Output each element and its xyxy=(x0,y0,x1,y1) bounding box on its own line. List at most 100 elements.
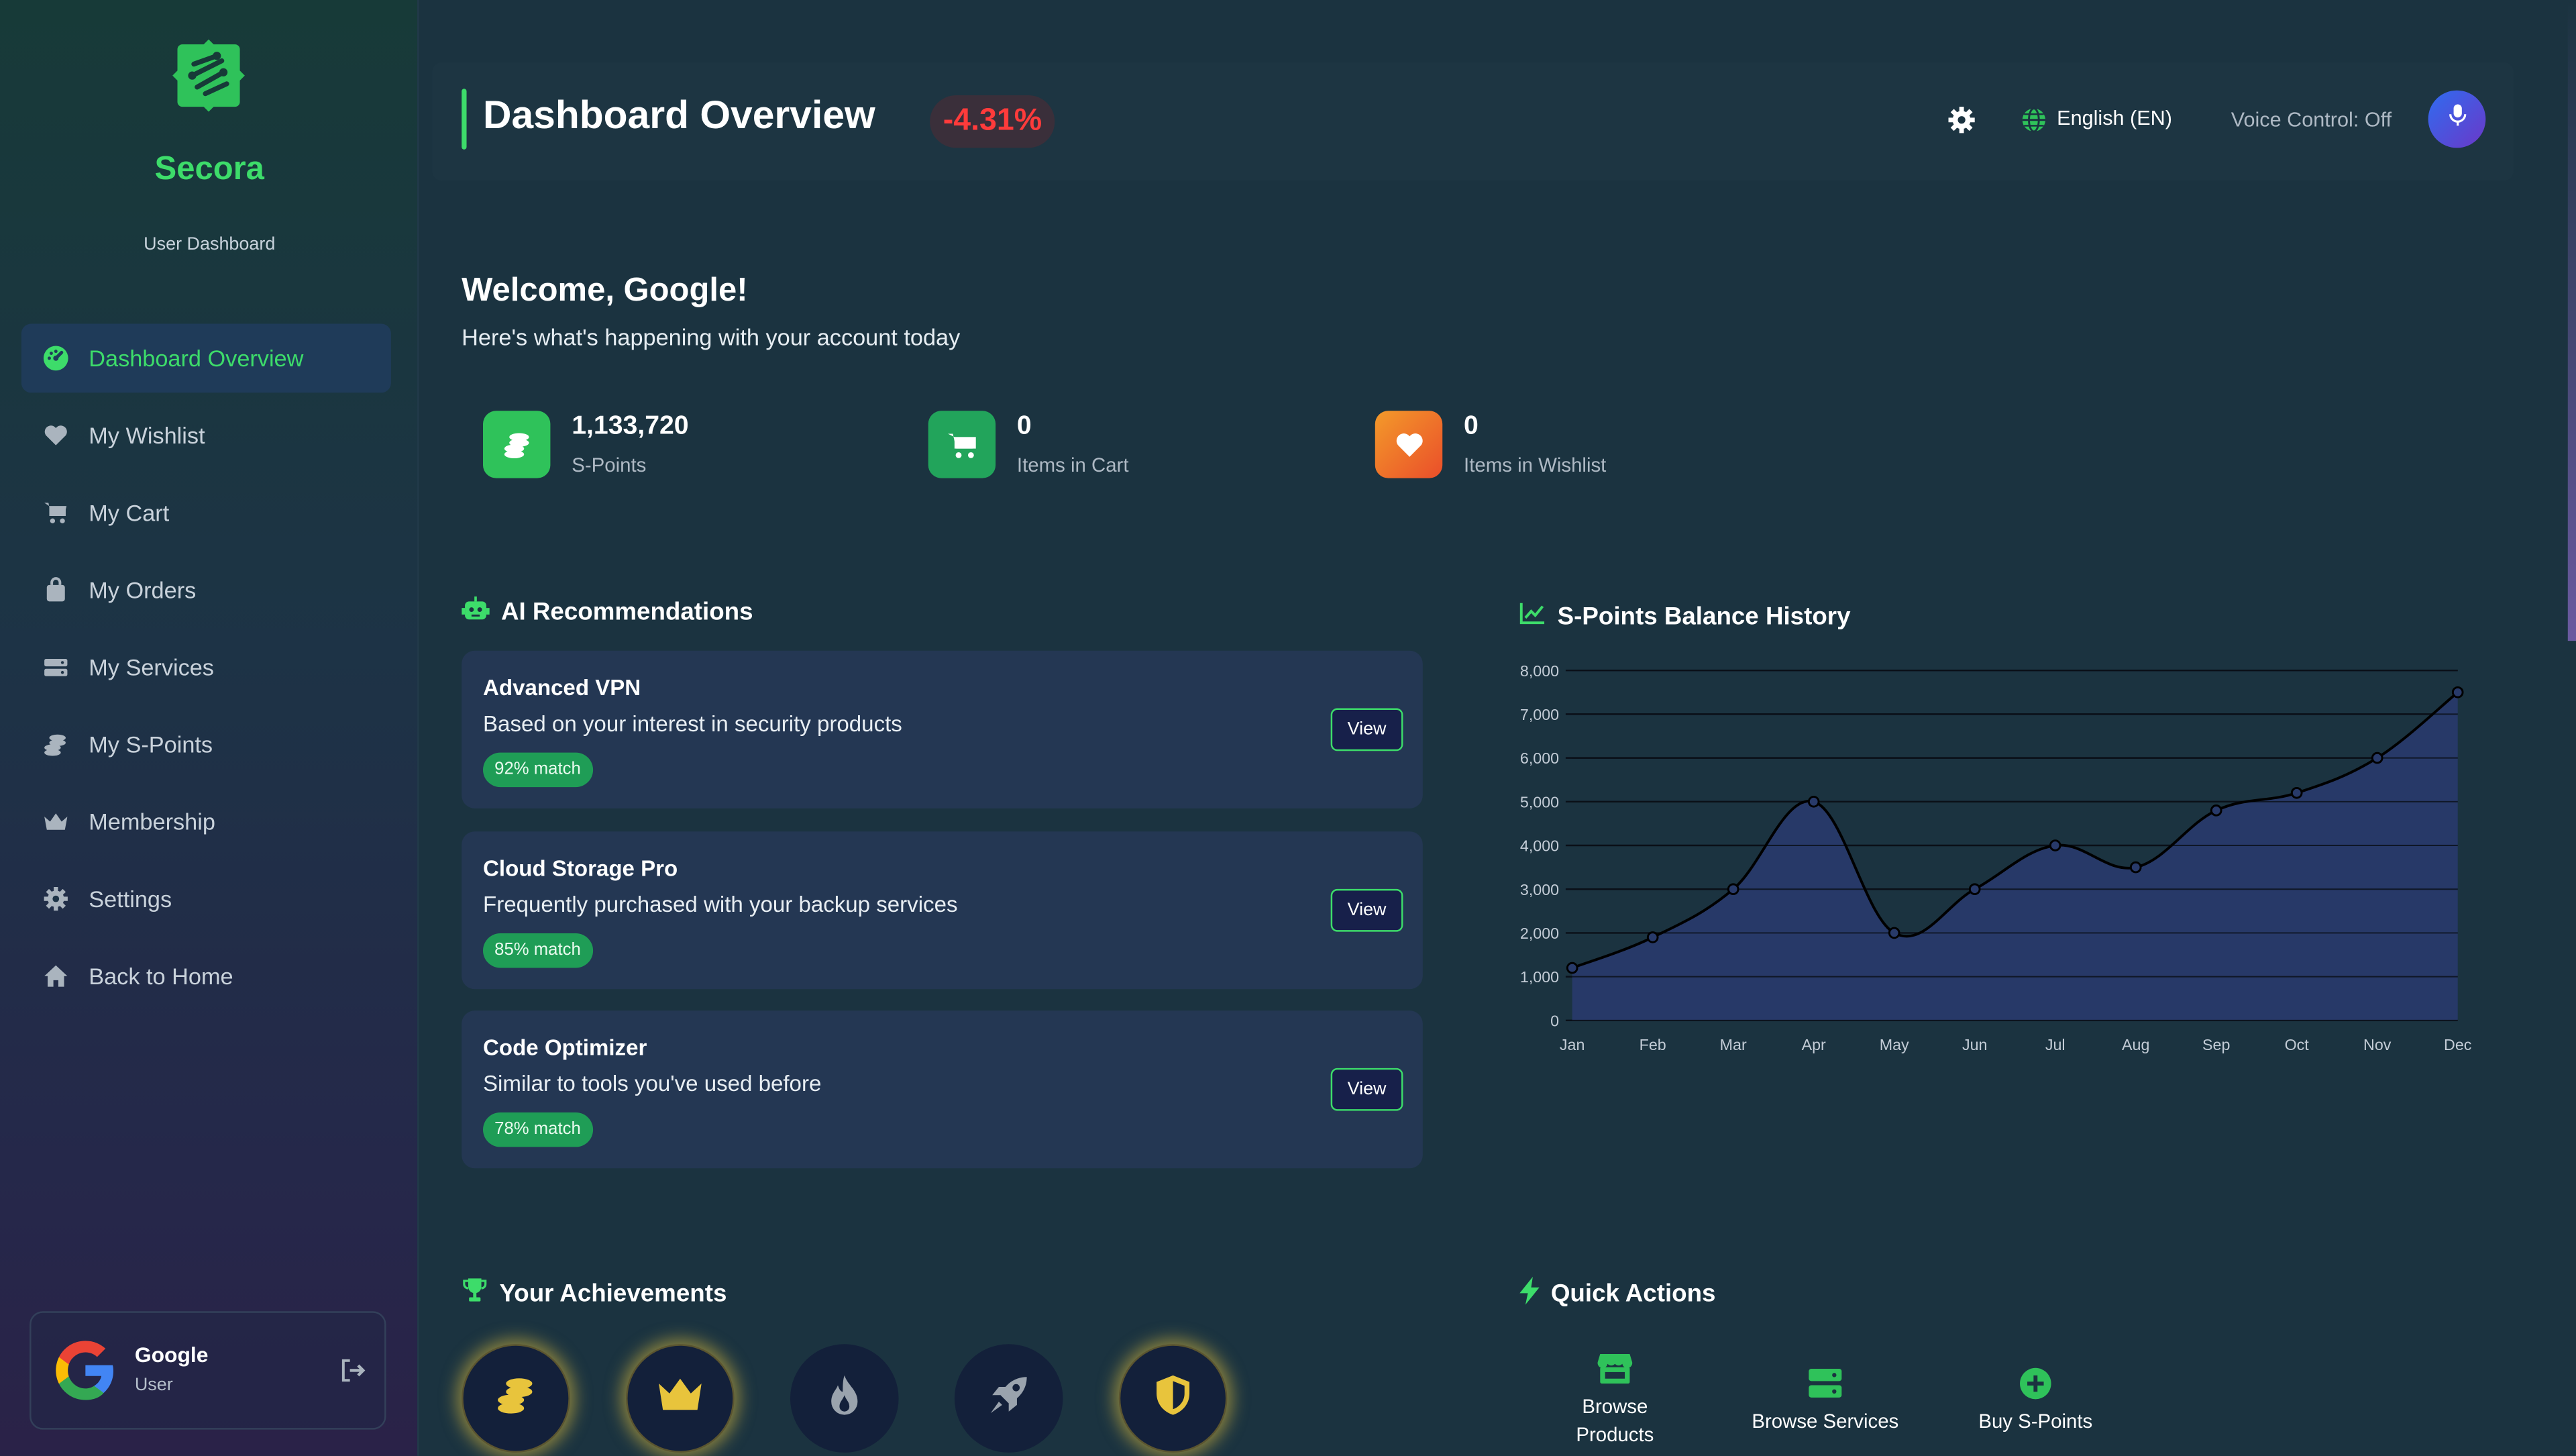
section-title: S-Points Balance History xyxy=(1557,602,1851,631)
bag-icon xyxy=(43,577,69,603)
globe-icon[interactable] xyxy=(2021,107,2047,133)
server-icon xyxy=(43,654,69,680)
view-button[interactable]: View xyxy=(1330,1068,1403,1111)
data-point xyxy=(1968,883,1981,896)
stat-value: 1,133,720 xyxy=(572,412,689,441)
recommendation-description: Similar to tools you've used before xyxy=(483,1071,822,1096)
coins-icon xyxy=(43,731,69,758)
robot-icon xyxy=(462,595,501,628)
sidebar: Secora User Dashboard Dashboard Overview… xyxy=(0,0,419,1456)
data-point xyxy=(2451,686,2464,698)
gear-icon xyxy=(43,886,69,912)
achievements-heading: Your Achievements xyxy=(462,1277,727,1310)
y-tick-label: 6,000 xyxy=(1520,749,1559,767)
x-tick-label: Nov xyxy=(2363,1036,2392,1053)
quick-action-browse-products[interactable]: Browse Products xyxy=(1558,1353,1672,1447)
data-point xyxy=(2129,861,2142,874)
brand-name: Secora xyxy=(154,151,264,188)
x-tick-label: Jan xyxy=(1560,1036,1585,1053)
x-tick-label: May xyxy=(1880,1036,1909,1053)
achievement-badge-rocket[interactable] xyxy=(954,1344,1063,1453)
welcome-title: Welcome, Google! xyxy=(462,272,748,309)
data-point xyxy=(1646,931,1659,943)
voice-control-button[interactable] xyxy=(2428,90,2486,148)
x-tick-label: Mar xyxy=(1720,1036,1747,1053)
main-content: Dashboard Overview -4.31% English (EN) V… xyxy=(419,0,2576,1456)
coins-icon xyxy=(483,411,551,478)
header-bar xyxy=(432,62,2514,181)
scrollbar[interactable] xyxy=(2567,0,2576,641)
sidebar-item-dashboard-overview[interactable]: Dashboard Overview xyxy=(21,323,391,393)
stat-label: Items in Cart xyxy=(1016,453,1129,477)
data-point xyxy=(1888,927,1900,939)
quick-actions-heading: Quick Actions xyxy=(1519,1276,1716,1311)
match-badge: 85% match xyxy=(483,933,592,968)
data-point xyxy=(1807,795,1820,808)
gauge-icon xyxy=(43,345,69,371)
achievement-badge-shield[interactable] xyxy=(1118,1344,1228,1453)
y-tick-label: 3,000 xyxy=(1520,881,1559,898)
cart-icon xyxy=(43,499,69,525)
quick-action-buy-s-points[interactable]: Buy S-Points xyxy=(1970,1367,2101,1433)
x-tick-label: Jul xyxy=(2045,1036,2065,1053)
stat-value: 0 xyxy=(1016,412,1032,441)
sidebar-item-my-cart[interactable]: My Cart xyxy=(21,478,391,548)
sidebar-item-label: My Wishlist xyxy=(89,422,205,449)
match-badge: 92% match xyxy=(483,752,592,788)
sidebar-item-settings[interactable]: Settings xyxy=(21,864,391,933)
sidebar-item-my-orders[interactable]: My Orders xyxy=(21,556,391,625)
quick-action-label: Products xyxy=(1576,1422,1654,1447)
achievement-badge-fire[interactable] xyxy=(790,1344,899,1453)
sidebar-item-membership[interactable]: Membership xyxy=(21,787,391,856)
section-title: AI Recommendations xyxy=(500,597,753,625)
y-tick-label: 1,000 xyxy=(1520,968,1559,986)
achievement-badge-coins[interactable] xyxy=(462,1344,570,1453)
google-logo-icon xyxy=(51,1336,120,1405)
sidebar-item-my-services[interactable]: My Services xyxy=(21,633,391,702)
y-tick-label: 4,000 xyxy=(1520,837,1559,855)
x-tick-label: Aug xyxy=(2122,1036,2149,1053)
sidebar-item-label: My Services xyxy=(89,654,214,680)
achievement-badge-crown[interactable] xyxy=(626,1344,735,1453)
quick-action-label: Browse xyxy=(1582,1395,1648,1418)
user-role: User xyxy=(134,1375,173,1396)
settings-gear-icon[interactable] xyxy=(1947,105,1976,135)
user-card[interactable]: Google User xyxy=(30,1311,386,1430)
view-button[interactable]: View xyxy=(1330,708,1403,751)
home-icon xyxy=(43,963,69,989)
area-fill xyxy=(1572,692,2458,1021)
voice-control-status: Voice Control: Off xyxy=(2231,108,2392,132)
brand-logo-icon[interactable] xyxy=(169,36,248,115)
change-badge: -4.31% xyxy=(930,95,1055,148)
sidebar-item-label: Dashboard Overview xyxy=(89,345,304,372)
data-point xyxy=(1566,961,1578,974)
heart-icon xyxy=(1375,411,1443,478)
recommendation-card: Code Optimizer Similar to tools you've u… xyxy=(462,1010,1423,1169)
quick-action-browse-services[interactable]: Browse Services xyxy=(1743,1367,1907,1433)
data-point xyxy=(1727,883,1739,896)
section-title: Quick Actions xyxy=(1550,1280,1716,1308)
microphone-icon xyxy=(2447,103,2467,135)
quick-action-label: Browse Services xyxy=(1752,1410,1899,1433)
section-title: Your Achievements xyxy=(499,1279,727,1308)
quick-action-label: Buy S-Points xyxy=(1978,1410,2093,1433)
x-tick-label: Oct xyxy=(2285,1036,2310,1053)
view-button[interactable]: View xyxy=(1330,888,1403,932)
language-selector[interactable]: English (EN) xyxy=(2057,107,2172,130)
recommendation-title: Advanced VPN xyxy=(483,675,641,700)
store-icon xyxy=(1558,1353,1672,1386)
sidebar-item-back-to-home[interactable]: Back to Home xyxy=(21,941,391,1010)
sidebar-item-my-wishlist[interactable]: My Wishlist xyxy=(21,401,391,470)
balance-history-heading: S-Points Balance History xyxy=(1519,601,1851,631)
match-badge: 78% match xyxy=(483,1112,592,1147)
logout-icon[interactable] xyxy=(340,1357,366,1384)
y-tick-label: 8,000 xyxy=(1520,662,1559,680)
y-tick-label: 7,000 xyxy=(1520,706,1559,723)
stat-value: 0 xyxy=(1464,412,1479,441)
y-tick-label: 0 xyxy=(1550,1012,1559,1029)
fire-icon xyxy=(824,1371,864,1426)
sidebar-item-my-s-points[interactable]: My S-Points xyxy=(21,710,391,779)
sidebar-item-label: Membership xyxy=(89,808,215,835)
page-title: Dashboard Overview xyxy=(483,93,875,138)
data-point xyxy=(2371,751,2383,764)
